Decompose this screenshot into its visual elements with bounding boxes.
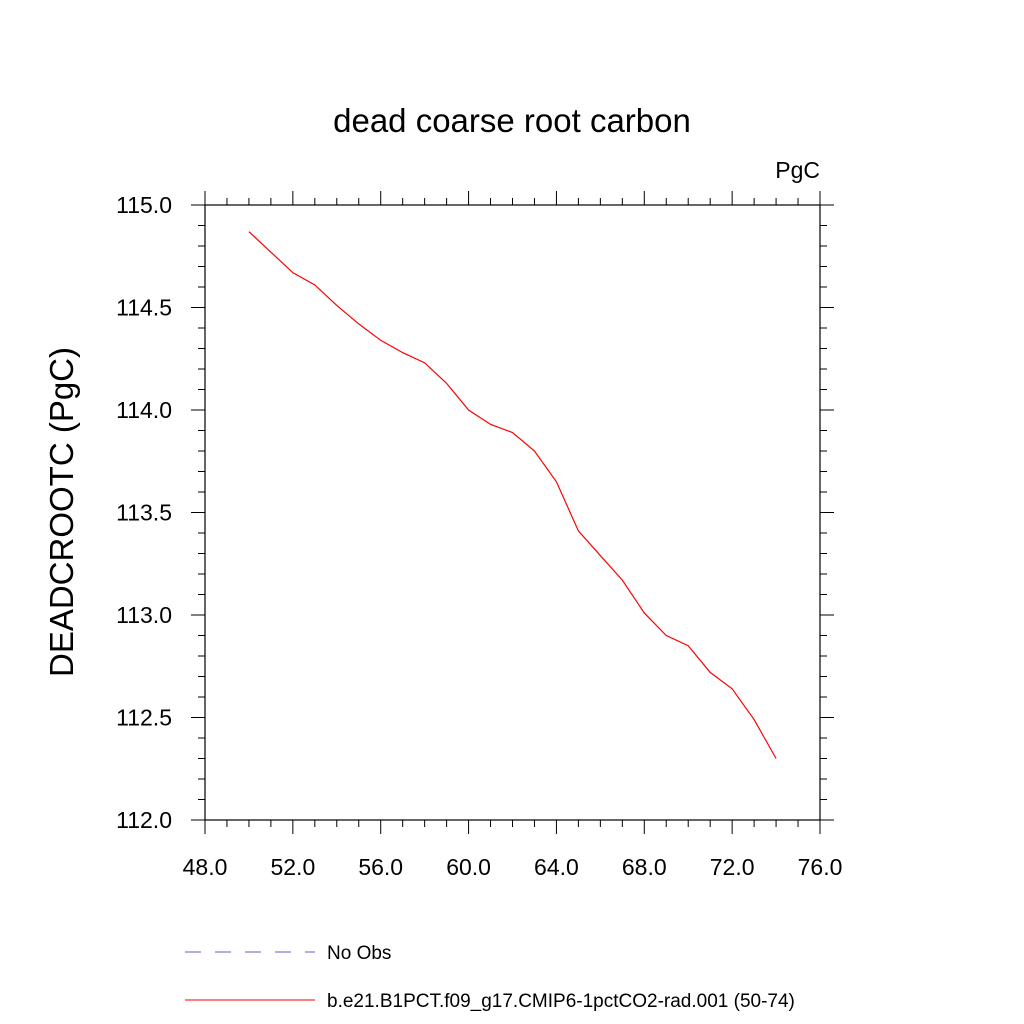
y-tick-label: 112.5 [116, 705, 172, 731]
y-tick-label: 114.5 [116, 295, 172, 321]
x-tick-label: 60.0 [446, 854, 491, 880]
x-tick-label: 48.0 [183, 854, 228, 880]
y-tick-label: 113.5 [116, 500, 172, 526]
legend-label-0: No Obs [327, 943, 391, 964]
series-line-1 [248, 231, 777, 759]
x-tick-label: 76.0 [798, 854, 843, 880]
x-tick-label: 64.0 [534, 854, 579, 880]
x-tick-label: 68.0 [622, 854, 667, 880]
x-tick-label: 52.0 [270, 854, 315, 880]
plot-frame [204, 204, 821, 821]
chart-title: dead coarse root carbon [333, 102, 691, 139]
y-tick-label: 114.0 [116, 397, 172, 423]
x-tick-label: 72.0 [710, 854, 755, 880]
legend-label-1: b.e21.B1PCT.f09_g17.CMIP6-1pctCO2-rad.00… [327, 991, 795, 1012]
y-tick-label: 113.0 [116, 602, 172, 628]
units-label: PgC [775, 157, 820, 183]
y-tick-label: 112.0 [116, 807, 172, 833]
y-tick-label: 115.0 [116, 192, 172, 218]
x-tick-label: 56.0 [358, 854, 403, 880]
